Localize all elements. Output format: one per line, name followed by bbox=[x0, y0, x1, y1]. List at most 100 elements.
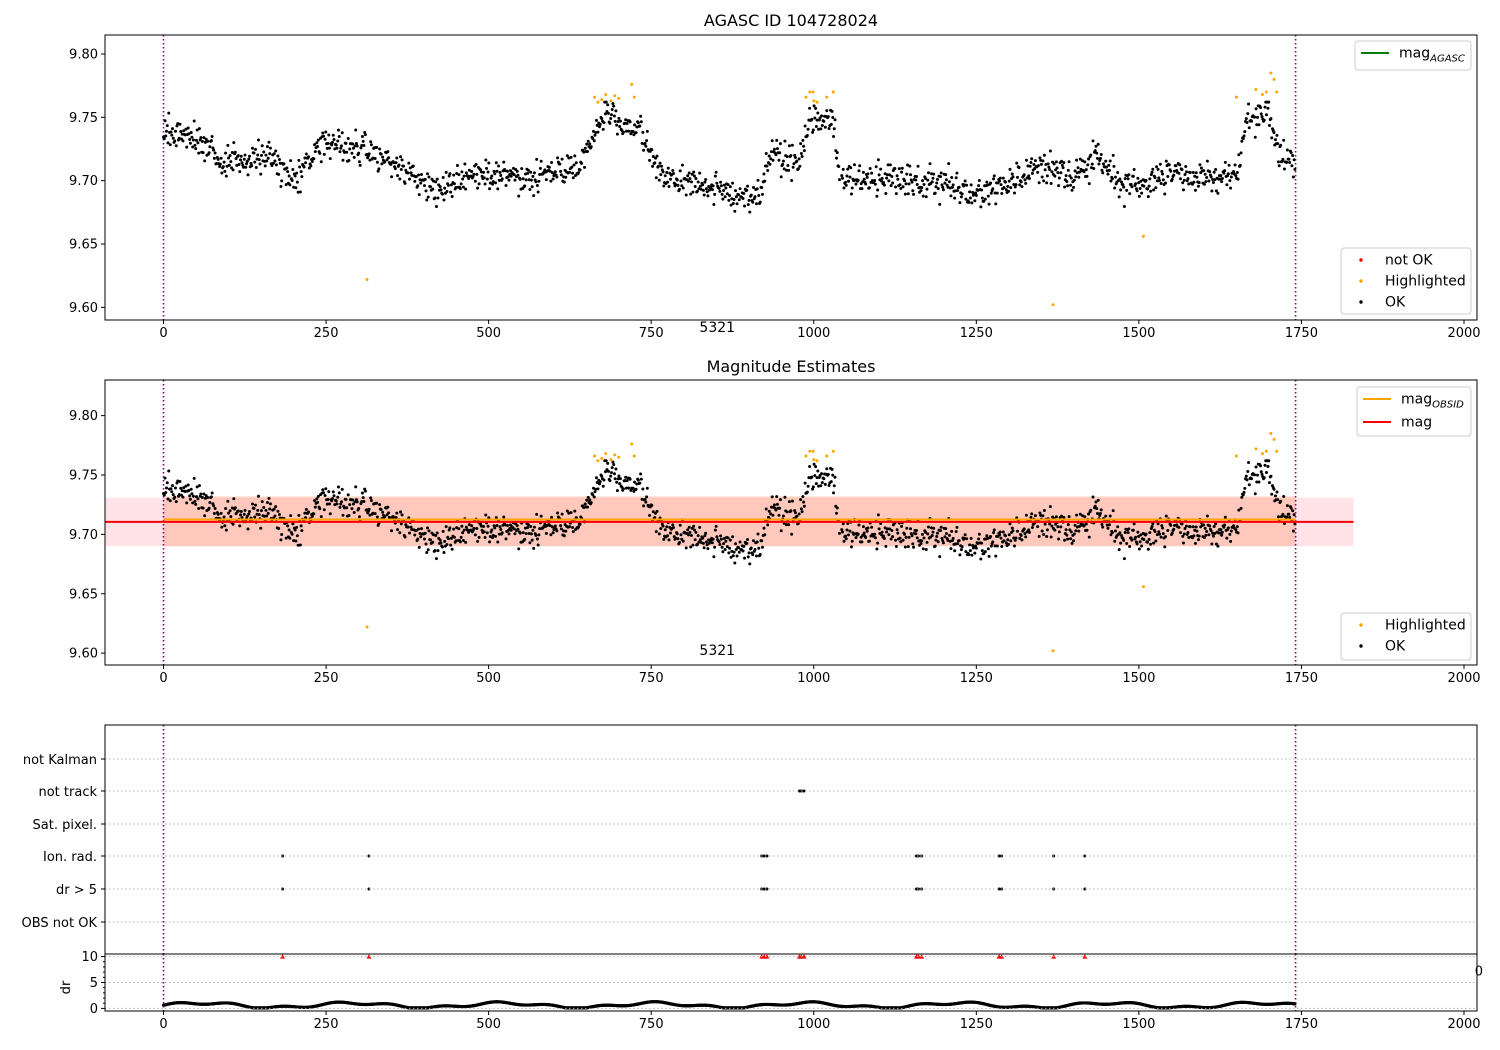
ok-point bbox=[1028, 164, 1032, 168]
ok-point bbox=[845, 528, 849, 532]
ok-point bbox=[427, 529, 431, 533]
ok-point bbox=[1260, 115, 1264, 119]
ok-point bbox=[1291, 175, 1295, 179]
ok-point bbox=[228, 154, 232, 158]
ok-point bbox=[980, 196, 984, 200]
ok-point bbox=[895, 174, 899, 178]
ok-point bbox=[888, 173, 892, 177]
ok-point bbox=[856, 532, 860, 536]
ok-point bbox=[722, 537, 726, 541]
ok-point bbox=[173, 495, 177, 499]
ok-point bbox=[746, 203, 750, 207]
dr-ytick-label: 10 bbox=[81, 950, 98, 965]
ok-point bbox=[613, 477, 617, 481]
ok-point bbox=[639, 120, 643, 124]
ok-point bbox=[841, 167, 845, 171]
estimates-ytick-label: 9.80 bbox=[69, 409, 98, 424]
ok-point bbox=[728, 193, 732, 197]
ok-point bbox=[341, 158, 345, 162]
ok-point bbox=[277, 512, 281, 516]
ok-point bbox=[1128, 544, 1132, 548]
ok-point bbox=[203, 159, 207, 163]
ok-point bbox=[1100, 523, 1104, 527]
ok-point bbox=[743, 556, 747, 560]
ok-point bbox=[653, 161, 657, 165]
ok-point bbox=[1024, 513, 1028, 517]
ok-point bbox=[1263, 105, 1267, 109]
ok-point bbox=[795, 514, 799, 518]
ok-point bbox=[1018, 183, 1022, 187]
ok-point bbox=[989, 181, 993, 185]
ok-point bbox=[234, 512, 238, 516]
ok-point bbox=[488, 187, 492, 191]
ok-point bbox=[488, 540, 492, 544]
estimates-ytick-label: 9.60 bbox=[69, 647, 98, 662]
ok-point bbox=[201, 506, 205, 510]
ok-point bbox=[511, 166, 515, 170]
ok-point bbox=[660, 164, 664, 168]
ok-point bbox=[341, 513, 345, 517]
ok-point bbox=[1087, 512, 1091, 516]
ok-point bbox=[287, 174, 291, 178]
ok-point bbox=[969, 536, 973, 540]
ok-point bbox=[616, 119, 620, 123]
ok-point bbox=[316, 494, 320, 498]
ok-point bbox=[811, 128, 815, 132]
ok-point bbox=[862, 531, 866, 535]
ok-point bbox=[799, 507, 803, 511]
ok-point bbox=[944, 178, 948, 182]
ok-point bbox=[1228, 532, 1232, 536]
ok-point bbox=[795, 159, 799, 163]
highlighted-point bbox=[630, 82, 634, 86]
ok-point bbox=[625, 122, 629, 126]
ok-point bbox=[592, 139, 596, 143]
ok-point bbox=[422, 537, 426, 541]
ok-point bbox=[423, 177, 427, 181]
ok-point bbox=[1240, 495, 1244, 499]
ok-point bbox=[955, 525, 959, 529]
ok-point bbox=[635, 482, 639, 486]
ok-point bbox=[1123, 530, 1127, 534]
ok-point bbox=[553, 524, 557, 528]
ok-point bbox=[628, 120, 632, 124]
ok-point bbox=[955, 171, 959, 175]
ok-point bbox=[294, 539, 298, 543]
ok-point bbox=[713, 545, 717, 549]
ok-point bbox=[671, 523, 675, 527]
highlighted-point bbox=[808, 449, 812, 453]
ok-point bbox=[1164, 159, 1168, 163]
ok-point bbox=[408, 166, 412, 170]
ok-point bbox=[549, 179, 553, 183]
ok-point bbox=[193, 499, 197, 503]
ok-point bbox=[399, 510, 403, 514]
ok-point bbox=[252, 151, 256, 155]
ok-point bbox=[688, 177, 692, 181]
estimates-xtick-label: 1000 bbox=[797, 671, 830, 686]
ok-point bbox=[775, 502, 779, 506]
ok-point bbox=[885, 176, 889, 180]
ok-point bbox=[1137, 534, 1141, 538]
ok-point bbox=[854, 182, 858, 186]
ok-point bbox=[992, 174, 996, 178]
ok-point bbox=[920, 539, 924, 543]
ok-point bbox=[774, 508, 778, 512]
ok-point bbox=[819, 484, 823, 488]
ok-point bbox=[1139, 179, 1143, 183]
highlighted-point bbox=[1269, 431, 1273, 435]
ok-point bbox=[764, 507, 768, 511]
ok-point bbox=[823, 482, 827, 486]
ok-point bbox=[1000, 192, 1004, 196]
ok-point bbox=[398, 177, 402, 181]
ok-point bbox=[769, 505, 773, 509]
ok-point bbox=[1174, 164, 1178, 168]
ok-point bbox=[361, 139, 365, 143]
ok-point bbox=[679, 533, 683, 537]
ok-point bbox=[494, 181, 498, 185]
ok-point bbox=[983, 197, 987, 201]
ok-point bbox=[1078, 512, 1082, 516]
ok-point bbox=[251, 146, 255, 150]
ok-point bbox=[369, 143, 373, 147]
ok-point bbox=[476, 539, 480, 543]
ok-point bbox=[958, 201, 962, 205]
ok-point bbox=[345, 506, 349, 510]
